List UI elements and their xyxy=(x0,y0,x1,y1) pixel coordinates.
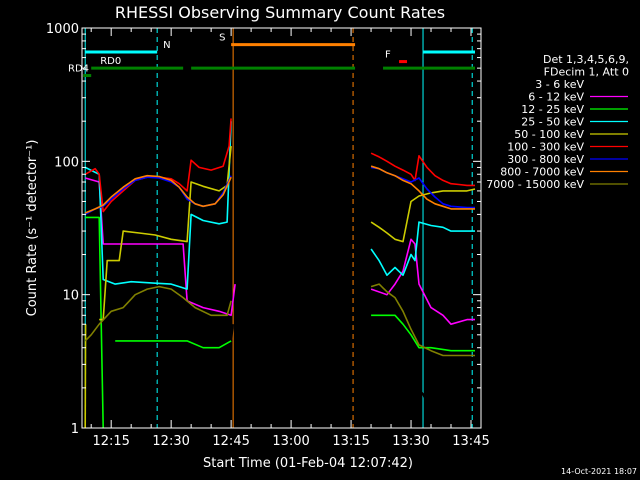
legend-label-0: 3 - 6 keV xyxy=(535,78,584,91)
series-line-8-0 xyxy=(84,285,232,342)
x-tick-label-6: 13:45 xyxy=(452,434,489,449)
series-line-2-0 xyxy=(85,216,104,429)
series-line-2-1 xyxy=(115,340,232,349)
legend-label-4: 50 - 100 keV xyxy=(514,128,584,141)
series-line-3-0 xyxy=(84,121,232,290)
y-tick-label-3: 1000 xyxy=(46,22,79,37)
plot-area: N RD0 RD4 S F 1 10 100 1000 12:15 12:30 12:45 13:00 1… xyxy=(46,22,490,449)
series-line-1-0 xyxy=(84,177,236,317)
flag-label-rd0: RD0 xyxy=(100,56,121,67)
y-tick-label-0: 1 xyxy=(71,422,79,437)
series-line-4-1 xyxy=(99,146,232,321)
x-tick-label-5: 13:30 xyxy=(392,434,429,449)
series-line-2-2 xyxy=(371,314,475,352)
legend-label-7: 800 - 7000 keV xyxy=(500,166,584,179)
series-line-7-1 xyxy=(370,165,475,210)
flag-label-rd4: RD4 xyxy=(68,64,89,75)
legend-label-5: 100 - 300 keV xyxy=(507,141,584,154)
legend-label-8: 7000 - 15000 keV xyxy=(486,178,584,191)
chart-title: RHESSI Observing Summary Count Rates xyxy=(115,3,445,22)
series-line-1-1 xyxy=(370,238,475,326)
y-tick-label-2: 100 xyxy=(54,155,79,170)
x-tick-label-0: 12:15 xyxy=(92,434,129,449)
series-line-7-0 xyxy=(84,174,232,214)
flag-label-s: S xyxy=(219,33,225,44)
flag-label-n: N xyxy=(163,40,170,51)
flag-label-f: F xyxy=(385,50,391,61)
legend-label-2: 12 - 25 keV xyxy=(521,103,584,116)
legend-label-1: 6 - 12 keV xyxy=(528,91,584,104)
series-line-3-1 xyxy=(370,221,475,277)
series-line-0-1 xyxy=(374,333,436,429)
legend-label-6: 300 - 800 keV xyxy=(507,153,584,166)
series-line-5-1 xyxy=(370,152,475,187)
x-tick-label-1: 12:30 xyxy=(152,434,189,449)
x-tick-label-3: 13:00 xyxy=(272,434,309,449)
legend-header-1: FDecim 1, Att 0 xyxy=(544,66,629,79)
y-tick-label-1: 10 xyxy=(62,289,79,304)
plot-frame xyxy=(81,27,482,429)
x-tick-label-2: 12:45 xyxy=(212,434,249,449)
series-line-8-1 xyxy=(370,283,475,357)
legend-header-0: Det 1,3,4,5,6,9, xyxy=(543,53,629,66)
generation-timestamp: 14-Oct-2021 18:07 xyxy=(561,467,637,476)
x-axis-label: Start Time (01-Feb-04 12:07:42) xyxy=(203,456,413,471)
legend-label-3: 25 - 50 keV xyxy=(521,116,584,129)
y-axis-label: Count Rate (s⁻¹ detector⁻¹) xyxy=(25,140,40,317)
x-tick-label-4: 13:15 xyxy=(332,434,369,449)
legend: Det 1,3,4,5,6,9,FDecim 1, Att 03 - 6 keV… xyxy=(486,53,629,191)
series-line-4-2 xyxy=(370,188,476,243)
series-line-0-0 xyxy=(85,324,234,429)
